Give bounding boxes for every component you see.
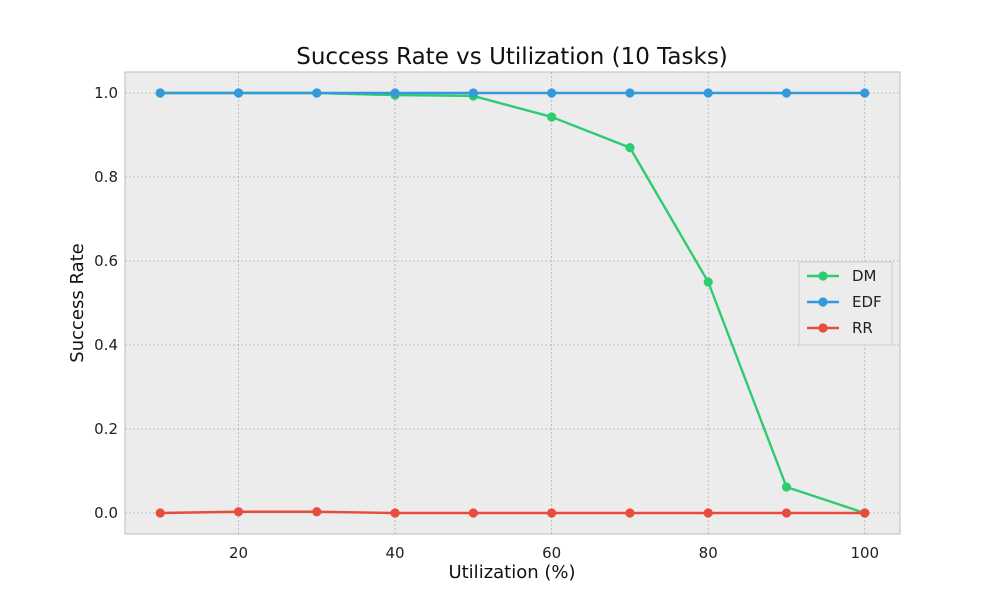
y-axis-title: Success Rate [67, 243, 88, 362]
series-rr-point [781, 508, 792, 518]
plot-area [124, 71, 901, 535]
series-layer [155, 88, 870, 518]
series-rr-line [160, 510, 865, 515]
y-tick-label: 0.0 [94, 504, 118, 522]
series-edf-point [625, 88, 635, 98]
x-tick-label: 80 [699, 544, 718, 562]
legend-item-edf: EDF [807, 293, 882, 311]
x-tick-label: 40 [386, 544, 405, 562]
series-edf-point [860, 88, 870, 98]
chart-title: Success Rate vs Utilization (10 Tasks) [296, 44, 728, 70]
series-edf-point [781, 88, 792, 98]
series-edf-point [233, 88, 244, 98]
series-edf-point [155, 88, 165, 98]
x-axis-title: Utilization (%) [448, 562, 575, 583]
legend-marker-rr [818, 323, 828, 333]
legend-label-edf: EDF [852, 293, 882, 311]
legend-marker-edf [818, 297, 828, 307]
y-tick-label: 0.8 [94, 168, 118, 186]
y-tick-label: 1.0 [94, 84, 118, 102]
legend-item-rr: RR [807, 319, 873, 337]
series-edf-point [312, 88, 322, 98]
series-edf-point [703, 88, 713, 98]
series-edf-point [468, 88, 478, 98]
y-tick-label: 0.4 [94, 336, 118, 354]
series-dm-point [703, 277, 713, 287]
x-tick-label: 100 [850, 544, 879, 562]
series-rr-point [390, 508, 400, 518]
series-rr-point [703, 508, 713, 518]
legend-label-rr: RR [852, 319, 873, 337]
legend-marker-dm [818, 271, 828, 281]
series-rr-point [155, 508, 165, 518]
x-tick-label: 60 [542, 544, 561, 562]
series-rr [155, 507, 870, 518]
series-rr-point [625, 508, 635, 518]
y-tick-label: 0.2 [94, 420, 118, 438]
series-dm-point [781, 482, 792, 492]
series-dm-point [547, 112, 557, 122]
legend-label-dm: DM [852, 267, 877, 285]
series-rr-point [860, 508, 870, 518]
series-rr-point [547, 508, 557, 518]
series-edf-point [547, 88, 557, 98]
x-tick-label: 20 [229, 544, 248, 562]
series-rr-point [312, 507, 322, 517]
tick-labels: 20 40 60 80 100 0.0 0.2 0.4 0.6 0.8 1.0 [94, 84, 879, 562]
series-dm-point [625, 143, 635, 153]
series-rr-point [468, 508, 478, 518]
legend: DM EDF RR [798, 261, 893, 346]
y-tick-label: 0.6 [94, 252, 118, 270]
legend-item-dm: DM [807, 267, 877, 285]
series-edf-point [390, 88, 400, 98]
series-rr-point [233, 507, 244, 517]
series-edf [155, 88, 870, 98]
